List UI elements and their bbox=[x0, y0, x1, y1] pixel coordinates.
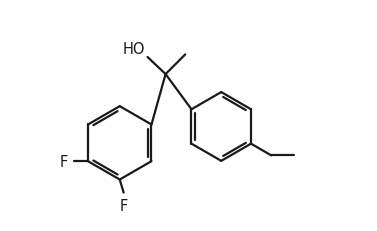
Text: HO: HO bbox=[123, 42, 145, 57]
Text: F: F bbox=[60, 154, 68, 169]
Text: F: F bbox=[120, 198, 128, 213]
